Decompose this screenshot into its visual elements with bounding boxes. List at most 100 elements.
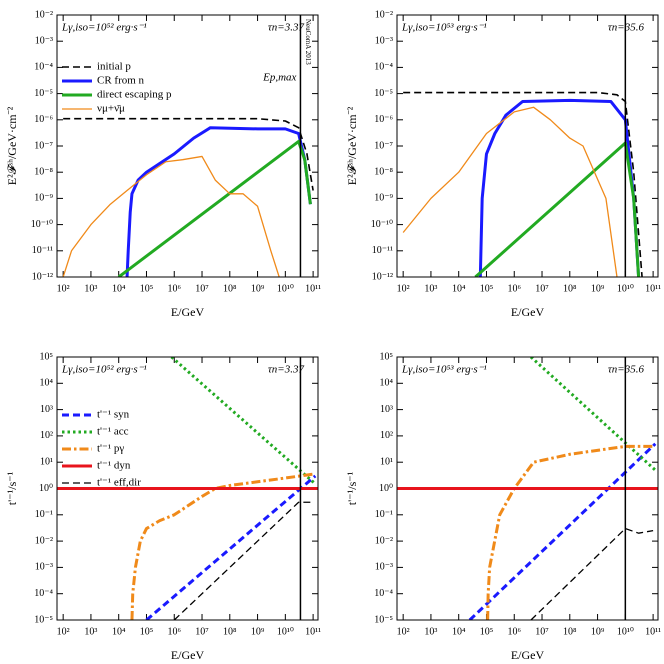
y-tick-label: 10⁻¹² — [32, 271, 53, 282]
y-tick-label: 10⁻¹⁰ — [371, 219, 393, 230]
legend-label: t'⁻¹ eff,dir — [97, 477, 141, 489]
x-tick-label: 10⁸ — [563, 283, 577, 294]
plot-area — [62, 117, 314, 277]
annotation: τn=3.37 — [268, 364, 305, 376]
annotation: Ep,max — [262, 72, 296, 84]
y-tick-label: 10⁰ — [39, 483, 53, 494]
series-line — [117, 139, 312, 277]
y-tick-label: 10¹ — [380, 456, 393, 467]
x-tick-label: 10³ — [424, 626, 437, 637]
y-tick-label: 10⁻² — [375, 9, 393, 20]
plot-frame — [56, 14, 319, 278]
x-tick-label: 10¹¹ — [645, 626, 661, 637]
y-tick-label: 10⁻⁷ — [34, 140, 53, 151]
y-tick-label: 10⁻⁶ — [34, 114, 53, 125]
x-tick-label: 10⁹ — [251, 283, 265, 294]
y-tick-label: 10⁻³ — [375, 562, 393, 573]
x-tick-label: 10⁷ — [195, 626, 209, 637]
y-tick-label: 10⁵ — [40, 351, 54, 362]
x-tick-label: 10¹¹ — [645, 283, 661, 294]
y-tick-label: 10⁻⁷ — [374, 140, 393, 151]
x-tick-label: 10² — [57, 626, 70, 637]
y-tick-label: 10² — [40, 430, 53, 441]
y-tick-label: 10⁴ — [40, 378, 54, 389]
series-line — [474, 141, 641, 277]
y-axis-label: t'⁻¹/s⁻¹ — [5, 471, 19, 505]
x-tick-label: 10⁴ — [452, 283, 466, 294]
x-tick-label: 10⁵ — [480, 626, 494, 637]
y-tick-label: 10¹ — [40, 456, 53, 467]
panel: 10² 10³ 10⁴ 10⁵ 10⁶ 10⁷ 10⁸ 10⁹ 10¹⁰ 10¹¹ 10⁻¹² 10⁻… — [345, 9, 661, 318]
x-tick-label: 10⁵ — [480, 283, 494, 294]
legend-label: t'⁻¹ dyn — [97, 460, 131, 472]
x-tick-label: 10⁸ — [563, 626, 577, 637]
y-tick-label: 10⁻¹¹ — [32, 245, 53, 256]
y-tick-label: 10⁴ — [380, 378, 394, 389]
y-tick-label: 10⁻⁴ — [374, 588, 393, 599]
legend-label: initial p — [97, 61, 131, 73]
series-line — [130, 472, 314, 620]
panel: 10² 10³ 10⁴ 10⁵ 10⁶ 10⁷ 10⁸ 10⁹ 10¹⁰ 10¹¹ 10⁻⁵ 10⁻⁴… — [345, 351, 661, 661]
x-tick-label: 10³ — [84, 626, 97, 637]
y-tick-label: 10⁻² — [35, 9, 53, 20]
legend-label: νμ+ν̄μ — [97, 103, 125, 115]
x-tick-label: 10² — [397, 283, 410, 294]
annotation: τn=3.37 — [268, 22, 305, 34]
x-tick-label: 10¹¹ — [305, 626, 321, 637]
x-tick-label: 10⁴ — [452, 626, 466, 637]
x-tick-label: 10⁷ — [535, 626, 549, 637]
plot-frame — [396, 356, 659, 621]
y-tick-label: 10⁻¹¹ — [372, 245, 393, 256]
x-tick-label: 10³ — [84, 283, 97, 294]
x-tick-label: 10¹⁰ — [277, 283, 294, 294]
y-tick-label: 10² — [380, 430, 393, 441]
y-tick-label: 10⁻¹ — [375, 509, 393, 520]
series-line — [145, 474, 317, 620]
x-tick-label: 10³ — [424, 283, 437, 294]
x-tick-label: 10⁷ — [195, 283, 209, 294]
y-tick-label: 10⁻⁴ — [34, 62, 53, 73]
x-tick-label: 10² — [397, 626, 410, 637]
y-tick-label: 10⁻⁵ — [374, 614, 393, 625]
y-tick-label: 10⁻³ — [35, 562, 53, 573]
y-tick-label: 10⁻⁸ — [374, 166, 393, 177]
x-tick-label: 10¹⁰ — [617, 626, 634, 637]
series-line — [62, 155, 280, 277]
y-tick-label: 10⁵ — [380, 351, 394, 362]
y-axis-label: t'⁻¹/s⁻¹ — [345, 471, 359, 505]
x-tick-label: 10⁶ — [167, 626, 181, 637]
y-tick-label: 10⁻¹² — [372, 271, 393, 282]
x-tick-label: 10⁸ — [223, 283, 237, 294]
x-tick-label: 10⁶ — [507, 283, 521, 294]
legend-label: direct escaping p — [97, 89, 172, 101]
series-line — [63, 117, 314, 191]
y-tick-label: 10³ — [40, 404, 53, 415]
x-tick-label: 10⁷ — [535, 283, 549, 294]
x-axis-label: E/GeV — [171, 305, 205, 319]
x-tick-label: 10¹⁰ — [277, 626, 294, 637]
annotation: Lγ,iso=10⁵² erg·s⁻¹ — [61, 22, 147, 34]
panel: 10² 10³ 10⁴ 10⁵ 10⁶ 10⁷ 10⁸ 10⁹ 10¹⁰ 10¹¹ 10⁻⁵ 10⁻⁴… — [5, 351, 321, 661]
y-tick-label: 10⁻⁹ — [374, 193, 393, 204]
plot-frame — [56, 356, 319, 621]
y-tick-label: 10⁻⁵ — [374, 88, 393, 99]
x-tick-label: 10⁹ — [591, 283, 605, 294]
annotation: Lγ,iso=10⁵³ erg·s⁻¹ — [401, 22, 487, 34]
series-line — [170, 357, 317, 485]
plot-area — [397, 357, 658, 620]
x-axis-label: E/GeV — [171, 648, 205, 662]
y-tick-label: 10⁻³ — [375, 35, 393, 46]
x-tick-label: 10⁵ — [140, 283, 154, 294]
y-tick-label: 10⁻⁵ — [34, 88, 53, 99]
series-line — [125, 126, 312, 277]
x-tick-label: 10¹¹ — [305, 283, 321, 294]
panel: 10² 10³ 10⁴ 10⁵ 10⁶ 10⁷ 10⁸ 10⁹ 10¹⁰ 10¹¹ 10⁻¹² 10⁻… — [5, 9, 321, 318]
legend-label: CR from n — [97, 75, 145, 87]
y-tick-label: 10⁻⁴ — [34, 588, 53, 599]
y-tick-label: 10⁰ — [379, 483, 393, 494]
legend-label: t'⁻¹ acc — [97, 426, 129, 438]
x-tick-label: 10⁶ — [507, 626, 521, 637]
plot-area — [402, 91, 643, 277]
x-tick-label: 10² — [57, 283, 70, 294]
